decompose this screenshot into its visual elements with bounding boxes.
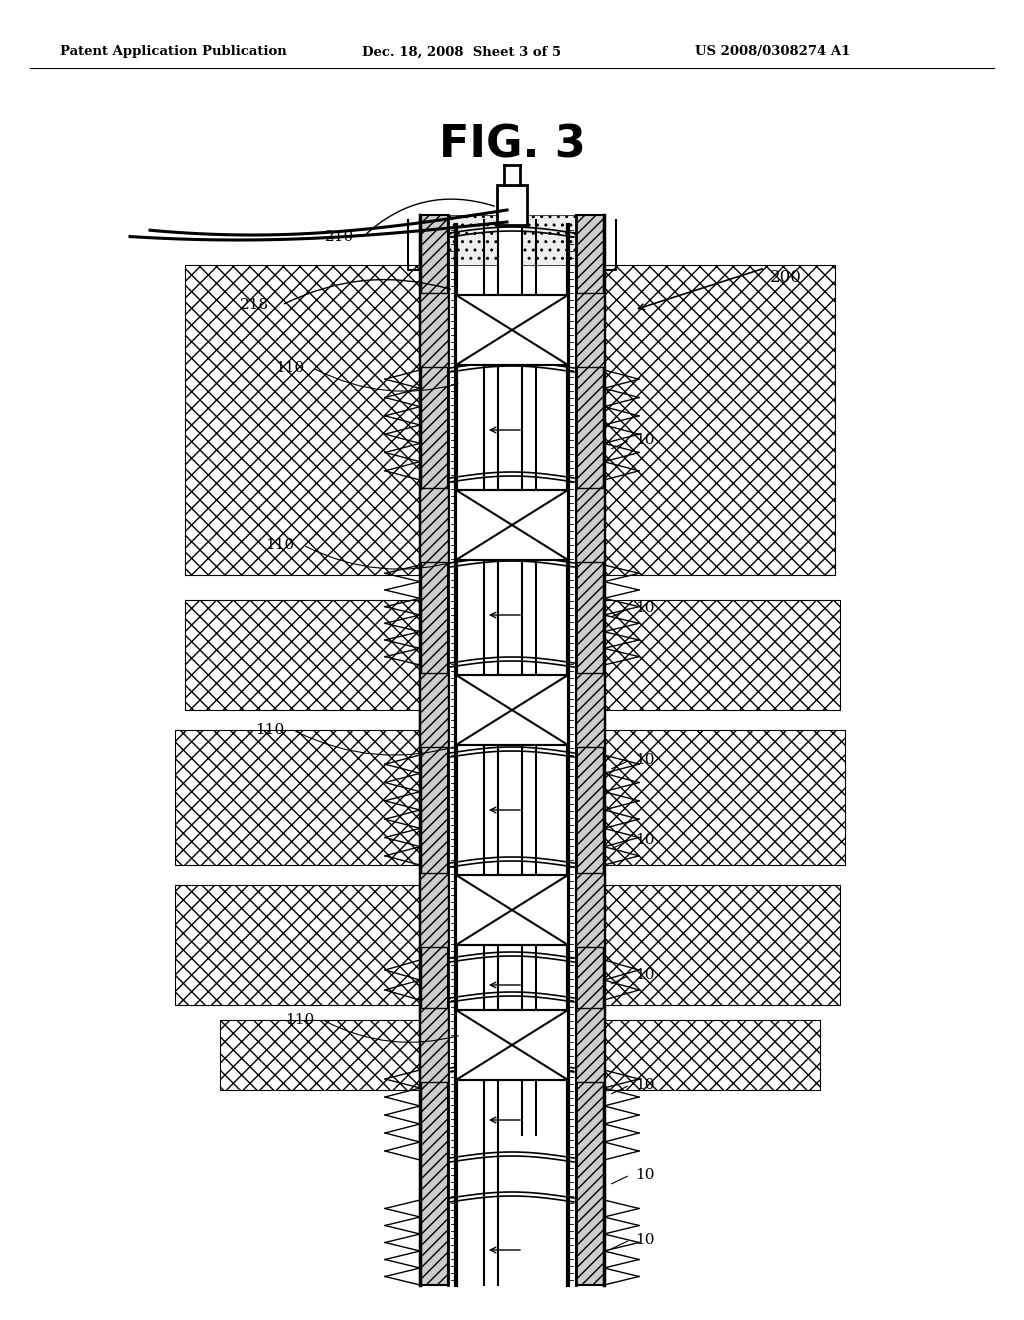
- Bar: [185, 601, 420, 710]
- Bar: [575, 673, 604, 747]
- Text: US 2008/0308274 A1: US 2008/0308274 A1: [695, 45, 850, 58]
- Bar: [185, 265, 420, 576]
- Bar: [575, 488, 604, 562]
- Text: Patent Application Publication: Patent Application Publication: [60, 45, 287, 58]
- Text: FIG. 3: FIG. 3: [438, 124, 586, 166]
- Text: 10: 10: [635, 1168, 654, 1181]
- Bar: [456, 490, 568, 560]
- Text: 10: 10: [635, 833, 654, 847]
- Bar: [456, 875, 568, 945]
- Bar: [220, 1020, 420, 1090]
- Text: 10: 10: [635, 433, 654, 447]
- Text: 10: 10: [635, 601, 654, 615]
- Text: 10: 10: [635, 1233, 654, 1247]
- Text: 218: 218: [240, 298, 269, 312]
- Bar: [420, 293, 449, 367]
- Bar: [420, 873, 449, 946]
- Text: 10: 10: [635, 968, 654, 982]
- Bar: [604, 265, 835, 576]
- Bar: [175, 884, 420, 1005]
- Text: 10: 10: [635, 752, 654, 767]
- Text: 110: 110: [255, 723, 285, 737]
- Text: 200: 200: [770, 269, 802, 286]
- Bar: [575, 873, 604, 946]
- Bar: [456, 294, 568, 366]
- Text: 110: 110: [265, 539, 294, 552]
- Text: 210: 210: [325, 230, 354, 244]
- Bar: [449, 215, 575, 265]
- Text: 110: 110: [275, 360, 304, 375]
- Text: Dec. 18, 2008  Sheet 3 of 5: Dec. 18, 2008 Sheet 3 of 5: [362, 45, 561, 58]
- Bar: [575, 215, 604, 1284]
- Bar: [175, 730, 420, 865]
- Text: 110: 110: [285, 1012, 314, 1027]
- Bar: [604, 601, 840, 710]
- Bar: [456, 675, 568, 744]
- Bar: [420, 488, 449, 562]
- Bar: [420, 215, 449, 1284]
- Bar: [420, 1008, 449, 1082]
- Bar: [575, 1008, 604, 1082]
- Text: 10: 10: [635, 1078, 654, 1092]
- Bar: [420, 673, 449, 747]
- Bar: [604, 1020, 820, 1090]
- Bar: [456, 1010, 568, 1080]
- Bar: [604, 884, 840, 1005]
- Bar: [498, 215, 522, 1284]
- Bar: [575, 293, 604, 367]
- Bar: [604, 730, 845, 865]
- Bar: [497, 185, 527, 224]
